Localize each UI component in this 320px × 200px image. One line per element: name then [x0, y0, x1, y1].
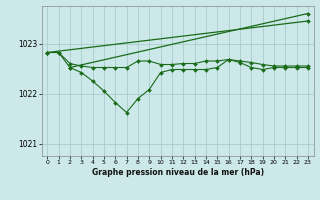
X-axis label: Graphe pression niveau de la mer (hPa): Graphe pression niveau de la mer (hPa)	[92, 168, 264, 177]
